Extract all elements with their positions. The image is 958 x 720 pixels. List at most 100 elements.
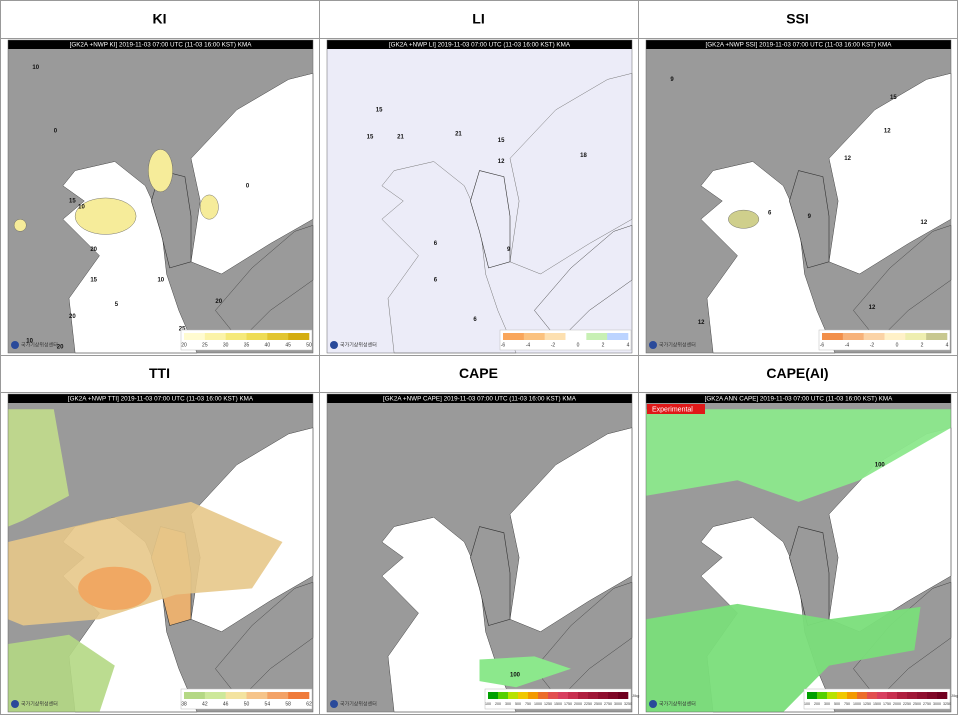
contour-label: 0 xyxy=(54,129,58,135)
colorbar-swatch xyxy=(267,333,289,340)
contour-label: 15 xyxy=(376,107,383,113)
colorbar-label: 0 xyxy=(577,342,580,348)
contour-label: 10 xyxy=(26,338,33,344)
colorbar-swatch xyxy=(288,692,310,699)
contour-label: 25 xyxy=(179,326,186,332)
colorbar-label: 4 xyxy=(946,342,949,348)
colorbar-label: 50 xyxy=(244,701,250,707)
contour-label: 100 xyxy=(875,462,886,468)
colorbar-swatch xyxy=(608,692,619,699)
colorbar-swatch xyxy=(184,333,206,340)
map-frame xyxy=(326,39,633,354)
colorbar-swatch xyxy=(184,692,206,699)
panel-title: CAPE xyxy=(459,365,498,381)
colorbar-swatch xyxy=(544,333,566,340)
colorbar-label: 500 xyxy=(834,702,840,706)
tti-area xyxy=(8,409,69,527)
colorbar-swatch xyxy=(288,333,310,340)
colorbar-swatch xyxy=(842,333,864,340)
contour-label: 15 xyxy=(498,138,505,144)
panel-title: CAPE(AI) xyxy=(766,365,828,381)
contour-label: 12 xyxy=(844,156,851,162)
colorbar-label: 300 xyxy=(505,702,511,706)
contour-label: 18 xyxy=(580,153,587,159)
colorbar-swatch xyxy=(528,692,539,699)
map-frame xyxy=(645,393,952,713)
colorbar-label: 3000 xyxy=(614,702,622,706)
colorbar-label: -4 xyxy=(526,342,531,348)
contour-label: 9 xyxy=(670,77,674,83)
colorbar-swatch xyxy=(905,333,927,340)
colorbar-swatch xyxy=(518,692,529,699)
map-frame xyxy=(7,393,314,713)
colorbar-label: 2500 xyxy=(913,702,921,706)
colorbar-swatch xyxy=(927,692,938,699)
colorbar-swatch xyxy=(917,692,928,699)
contour-label: 0 xyxy=(246,183,250,189)
colorbar-label: -4 xyxy=(845,342,850,348)
contour-label: 6 xyxy=(434,241,438,247)
contour-label: 12 xyxy=(884,129,891,135)
colorbar-swatch xyxy=(607,333,629,340)
contour-label: 9 xyxy=(808,214,812,220)
colorbar-swatch xyxy=(877,692,888,699)
colorbar-label: 1500 xyxy=(873,702,881,706)
colorbar-swatch xyxy=(523,333,545,340)
colorbar-swatch xyxy=(565,333,587,340)
map-header-bar xyxy=(646,394,951,403)
map-header: [GK2A +NWP KI] 2019-11-03 07:00 UTC (11-… xyxy=(70,42,253,49)
map-frame xyxy=(645,39,952,354)
land xyxy=(789,170,830,269)
colorbar-label: 3250 xyxy=(943,702,951,706)
colorbar-swatch xyxy=(498,692,509,699)
colorbar-swatch xyxy=(267,692,289,699)
contour-label: 6 xyxy=(434,278,438,284)
colorbar-swatch xyxy=(225,692,247,699)
colorbar-swatch xyxy=(822,333,844,340)
colorbar-swatch xyxy=(827,692,838,699)
colorbar-swatch xyxy=(867,692,878,699)
colorbar-label: 1250 xyxy=(544,702,552,706)
colorbar-swatch xyxy=(897,692,908,699)
map-header-bar xyxy=(8,394,313,403)
contour-label: 12 xyxy=(921,220,928,226)
contour-label: 5 xyxy=(115,302,119,308)
map: [GK2A +NWP LI] 2019-11-03 07:00 UTC (11-… xyxy=(326,39,633,354)
land xyxy=(470,526,511,626)
logo-text: 국가기상위성센터 xyxy=(659,700,696,707)
contour-label: 10 xyxy=(157,278,164,284)
colorbar-swatch xyxy=(508,692,519,699)
logo-icon xyxy=(649,700,657,708)
map-frame xyxy=(326,393,633,713)
colorbar-swatch xyxy=(503,333,525,340)
colorbar-label: 45 xyxy=(285,342,291,348)
contour-label: 20 xyxy=(215,299,222,305)
colorbar-swatch xyxy=(863,333,885,340)
colorbar-label: -6 xyxy=(820,342,825,348)
contour-label: 15 xyxy=(367,135,374,141)
colorbar-label: 300 xyxy=(824,702,830,706)
ki-area xyxy=(199,194,219,220)
colorbar-label: 46 xyxy=(223,701,229,707)
panel-title: TTI xyxy=(149,365,170,381)
sea xyxy=(509,427,633,632)
colorbar-label: 1750 xyxy=(564,702,572,706)
colorbar-label: -6 xyxy=(501,342,506,348)
colorbar-unit: J/kg xyxy=(951,693,958,698)
colorbar-label: -2 xyxy=(870,342,875,348)
colorbar-swatch xyxy=(837,692,848,699)
contour-label: 20 xyxy=(57,344,64,350)
colorbar-swatch xyxy=(586,333,608,340)
colorbar-label: 4 xyxy=(627,342,630,348)
logo-text: 국가기상위성센터 xyxy=(659,341,696,348)
contour-label: 15 xyxy=(90,278,97,284)
logo-icon xyxy=(330,341,338,349)
colorbar-swatch xyxy=(548,692,559,699)
logo-icon xyxy=(330,700,338,708)
contour-label: 12 xyxy=(698,320,705,326)
sea xyxy=(509,72,633,275)
map-header-bar xyxy=(327,394,632,403)
logo-text: 국가기상위성센터 xyxy=(340,700,377,707)
colorbar-label: 40 xyxy=(265,342,271,348)
land xyxy=(470,170,511,269)
